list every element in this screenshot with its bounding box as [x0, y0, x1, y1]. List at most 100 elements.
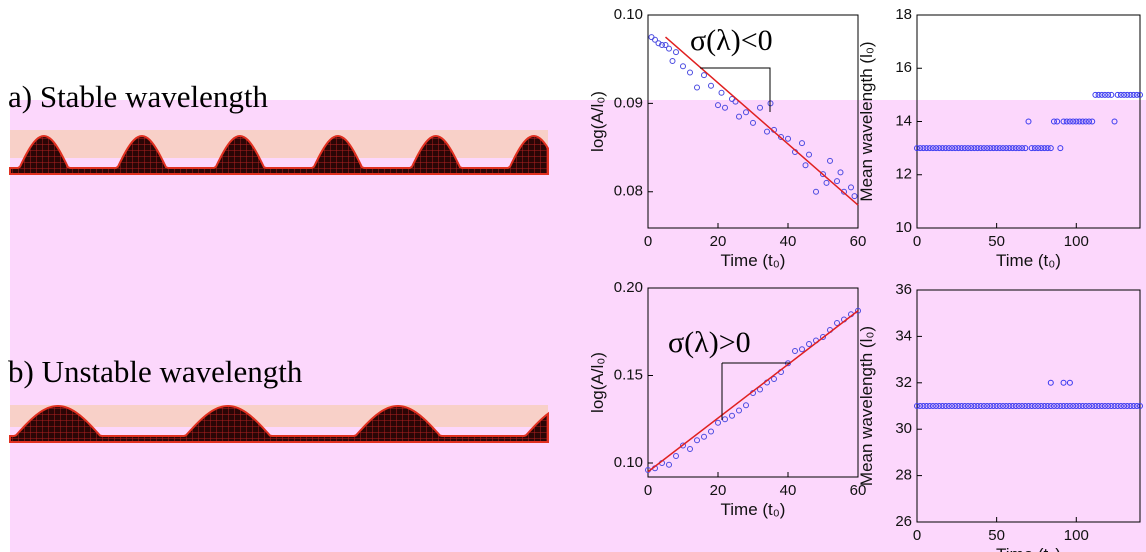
data-point: [1009, 403, 1016, 409]
y-axis-label: Mean wavelength (l₀): [857, 326, 876, 486]
data-point: [1044, 403, 1051, 409]
data-point: [958, 403, 965, 409]
y-tick-label: 10: [895, 219, 912, 236]
y-tick-label: 0.20: [614, 279, 643, 296]
y-tick-label: 36: [895, 281, 912, 298]
data-point: [990, 403, 997, 409]
data-point: [1060, 379, 1067, 386]
data-point: [958, 145, 965, 152]
data-point: [1124, 91, 1131, 98]
data-point: [1038, 403, 1045, 409]
data-point: [1111, 118, 1118, 125]
data-point: [933, 403, 940, 409]
data-point: [987, 403, 994, 409]
data-point: [1003, 145, 1010, 152]
data-point: [923, 145, 930, 152]
data-point: [1047, 379, 1054, 386]
data-point: [1076, 118, 1083, 125]
x-tick-label: 0: [644, 482, 652, 499]
data-point: [964, 403, 971, 409]
data-point: [736, 407, 742, 414]
data-point: [1117, 403, 1124, 409]
data-point: [1054, 118, 1061, 125]
data-point: [1086, 118, 1093, 125]
data-point: [971, 145, 978, 152]
data-point: [662, 42, 669, 49]
data-point: [701, 72, 707, 79]
data-point: [1025, 118, 1032, 125]
data-point: [792, 348, 798, 354]
data-point: [669, 57, 676, 64]
data-point: [806, 151, 812, 158]
data-point: [680, 442, 686, 449]
panel-label: a) Stable wavelength: [8, 79, 268, 114]
data-point: [1089, 403, 1096, 409]
data-point: [1092, 91, 1099, 98]
data-point: [1127, 403, 1134, 409]
data-point: [820, 334, 826, 340]
data-point: [980, 145, 987, 152]
data-point: [1000, 145, 1007, 152]
data-point: [1089, 118, 1096, 125]
slope-marker: [700, 67, 771, 112]
substrate-band: [10, 405, 548, 427]
slope-marker: [721, 362, 790, 420]
x-tick-label: 50: [988, 527, 1005, 544]
data-point: [771, 376, 777, 382]
data-point: [1041, 403, 1048, 409]
fit-line: [665, 36, 859, 206]
data-point: [1003, 403, 1010, 409]
data-point: [1060, 403, 1067, 409]
x-axis-label: Time (t₀): [996, 251, 1061, 270]
data-point: [680, 63, 686, 70]
data-point: [1114, 403, 1121, 409]
y-tick-label: 0.08: [614, 183, 643, 200]
data-point: [851, 193, 858, 200]
x-axis-label: Time (t₀): [721, 500, 786, 519]
x-tick-label: 0: [913, 527, 921, 544]
data-point: [813, 188, 819, 195]
y-tick-label: 0.10: [614, 6, 643, 23]
data-point: [1127, 91, 1134, 98]
data-point: [708, 82, 714, 89]
x-tick-label: 0: [644, 233, 652, 250]
data-point: [785, 135, 791, 142]
data-point: [1012, 145, 1019, 152]
data-point: [1057, 145, 1064, 152]
data-point: [1063, 118, 1070, 125]
data-point: [1066, 403, 1073, 409]
data-point: [652, 36, 658, 43]
data-point: [1082, 118, 1089, 125]
data-point: [964, 145, 971, 152]
wave-schematic: [9, 134, 549, 175]
data-point: [1117, 91, 1124, 98]
y-tick-label: 28: [895, 467, 912, 484]
data-point: [802, 162, 809, 169]
data-point: [926, 403, 933, 409]
data-point: [936, 403, 943, 409]
data-point: [1047, 145, 1054, 152]
background-panel: [10, 100, 1146, 552]
x-tick-label: 60: [850, 233, 867, 250]
data-point: [977, 403, 984, 409]
data-point: [945, 403, 952, 409]
data-point: [1031, 403, 1038, 409]
y-tick-label: 14: [895, 112, 912, 129]
data-point: [945, 145, 952, 152]
x-tick-label: 100: [1064, 233, 1089, 250]
data-point: [827, 157, 833, 164]
data-point: [920, 403, 927, 409]
substrate-band: [10, 130, 548, 158]
data-point: [961, 145, 968, 152]
data-point: [1111, 403, 1118, 409]
data-point: [1076, 403, 1083, 409]
y-axis-label: log(A/l₀): [588, 352, 607, 413]
data-point: [949, 403, 956, 409]
data-point: [1047, 403, 1054, 409]
data-point: [984, 145, 991, 152]
data-point: [1022, 403, 1029, 409]
data-point: [666, 45, 672, 52]
plot-frame: [647, 14, 859, 229]
data-point: [1057, 403, 1064, 409]
